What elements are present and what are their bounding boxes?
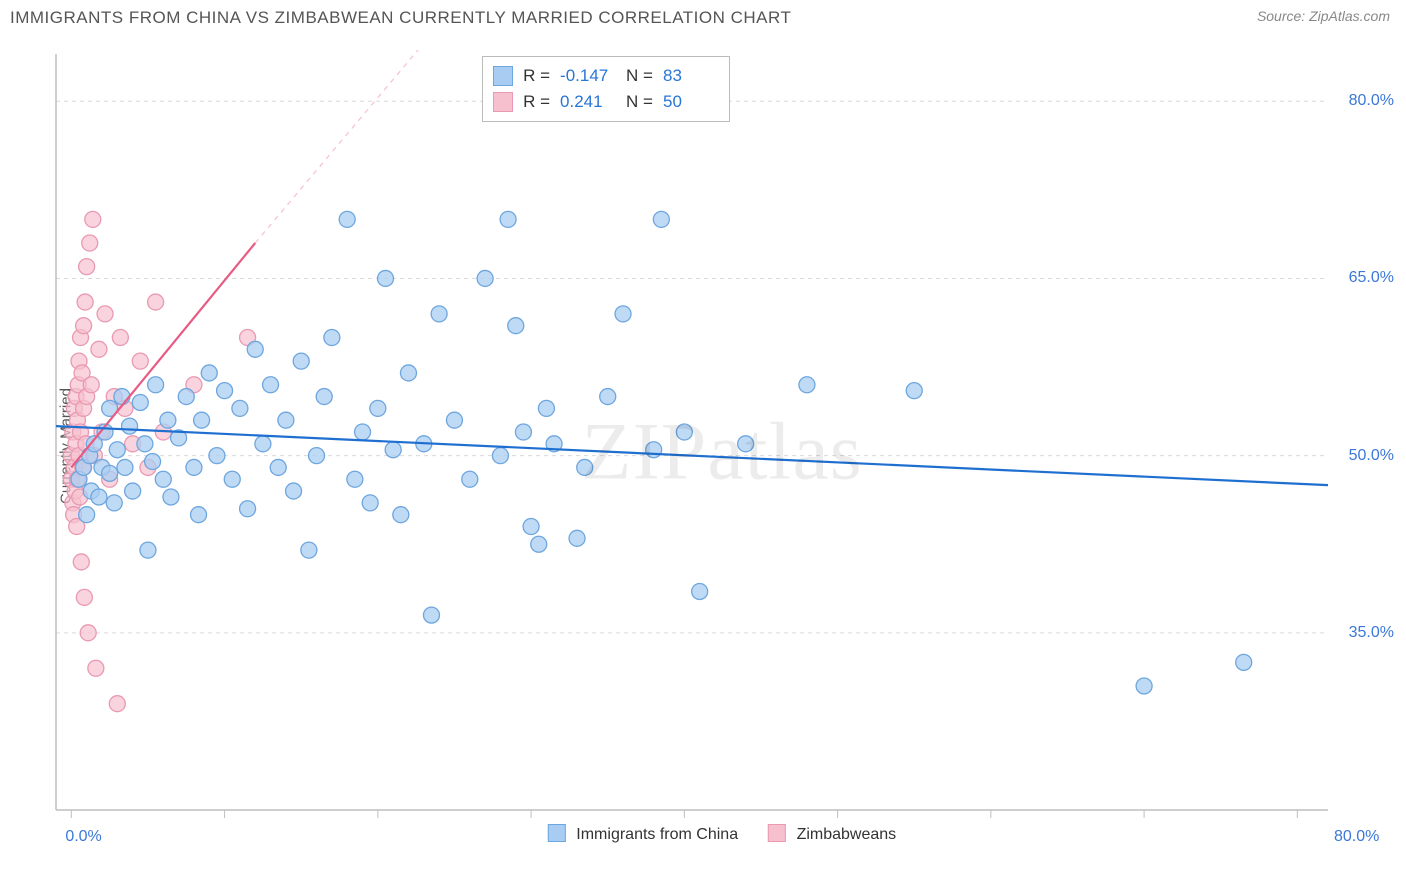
stats-n-zimbabwe: 50 xyxy=(663,92,719,112)
stats-r-label: R = xyxy=(523,66,550,86)
x-axis-max-label: 80.0% xyxy=(1334,828,1379,846)
y-tick-label: 80.0% xyxy=(1349,92,1394,110)
stats-n-label: N = xyxy=(626,66,653,86)
legend-label-zimbabwe: Zimbabweans xyxy=(797,826,897,843)
stats-n-label-2: N = xyxy=(626,92,653,112)
stats-r-china: -0.147 xyxy=(560,66,616,86)
chart-container: IMMIGRANTS FROM CHINA VS ZIMBABWEAN CURR… xyxy=(0,0,1406,892)
legend-item-china: Immigrants from China xyxy=(548,824,738,844)
legend-swatch-zimbabwe xyxy=(768,824,786,842)
stats-r-zimbabwe: 0.241 xyxy=(560,92,616,112)
legend-label-china: Immigrants from China xyxy=(576,826,738,843)
stats-legend: R = -0.147 N = 83 R = 0.241 N = 50 xyxy=(482,56,730,122)
stats-row-china: R = -0.147 N = 83 xyxy=(493,63,719,89)
y-tick-label: 65.0% xyxy=(1349,269,1394,287)
stats-n-china: 83 xyxy=(663,66,719,86)
plot-area: ZIPatlas 35.0%50.0%65.0%80.0% 0.0% 80.0%… xyxy=(48,50,1396,862)
source-attribution: Source: ZipAtlas.com xyxy=(1257,8,1390,24)
scatter-plot-svg xyxy=(48,50,1396,862)
stats-swatch-zimbabwe xyxy=(493,92,513,112)
stats-swatch-china xyxy=(493,66,513,86)
x-axis-min-label: 0.0% xyxy=(65,828,101,846)
y-tick-label: 35.0% xyxy=(1349,624,1394,642)
y-tick-label: 50.0% xyxy=(1349,447,1394,465)
legend-item-zimbabwe: Zimbabweans xyxy=(768,824,896,844)
header: IMMIGRANTS FROM CHINA VS ZIMBABWEAN CURR… xyxy=(0,0,1406,42)
chart-title: IMMIGRANTS FROM CHINA VS ZIMBABWEAN CURR… xyxy=(10,8,791,28)
legend-swatch-china xyxy=(548,824,566,842)
stats-row-zimbabwe: R = 0.241 N = 50 xyxy=(493,89,719,115)
stats-r-label-2: R = xyxy=(523,92,550,112)
bottom-legend: Immigrants from China Zimbabweans xyxy=(548,824,896,844)
